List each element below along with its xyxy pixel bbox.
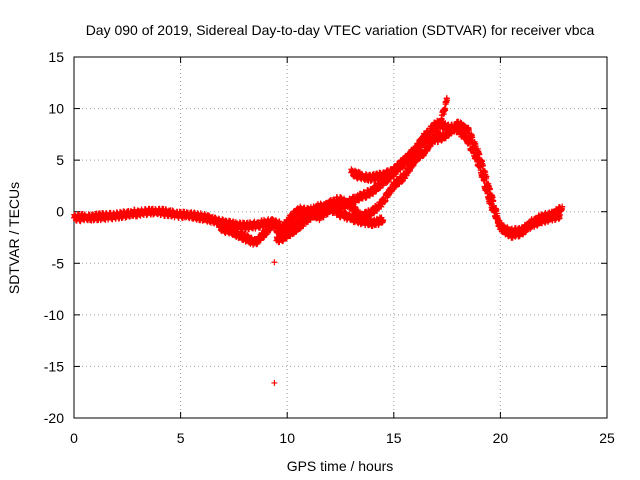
data-point-track-c: [444, 97, 451, 104]
chart-title: Day 090 of 2019, Sidereal Day-to-day VTE…: [86, 22, 595, 38]
data-point-track-c: [410, 162, 417, 169]
data-point-track-a: [380, 216, 387, 223]
x-tick-label: 25: [599, 430, 615, 446]
data-point-track-c: [403, 172, 410, 179]
data-point-track-d: [490, 197, 497, 204]
x-tick-label: 15: [386, 430, 402, 446]
data-point-track-d: [483, 173, 490, 180]
data-point-track-d: [476, 151, 483, 158]
y-axis-label: SDTVAR / TECUs: [6, 182, 22, 294]
x-tick-label: 20: [493, 430, 509, 446]
y-tick-label: -15: [44, 358, 64, 374]
data-points: [71, 95, 566, 386]
y-tick-label: -10: [44, 307, 64, 323]
y-tick-label: -20: [44, 410, 64, 426]
data-point-track-d: [479, 162, 486, 169]
y-tick-label: -5: [52, 255, 65, 271]
plot-frame: [73, 56, 608, 419]
x-tick-label: 10: [279, 430, 295, 446]
x-tick-label: 5: [177, 430, 185, 446]
axis-ticks: 0 5 10 15 20 25 -20 -15 -10 -5 0 5 10 15: [44, 49, 615, 446]
y-tick-label: 15: [48, 49, 64, 65]
x-axis-label: GPS time / hours: [287, 458, 394, 474]
data-point-track-d: [379, 176, 386, 183]
y-tick-label: 0: [56, 204, 64, 220]
y-tick-label: 5: [56, 152, 64, 168]
y-tick-label: 10: [48, 101, 64, 117]
data-point-track-d: [486, 185, 493, 192]
x-tick-label: 0: [70, 430, 78, 446]
